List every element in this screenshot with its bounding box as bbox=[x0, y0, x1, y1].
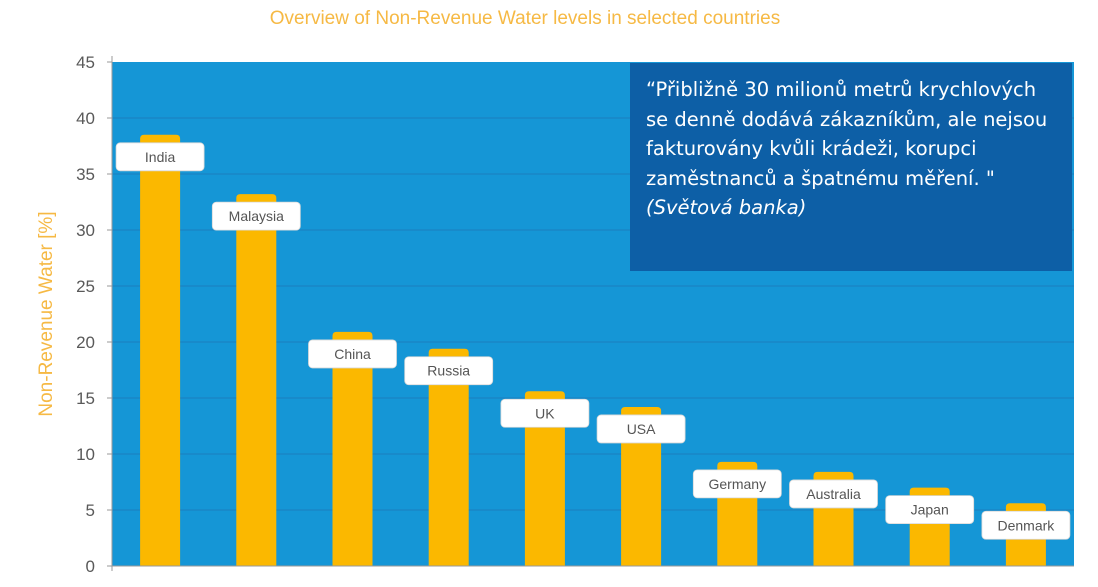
quote-source: (Světová banka) bbox=[646, 196, 807, 219]
bar-label: Malaysia bbox=[229, 208, 284, 224]
bar-china bbox=[332, 331, 373, 566]
bar-label: Australia bbox=[806, 486, 861, 502]
bar-label: China bbox=[334, 346, 371, 362]
y-tick-label: 15 bbox=[76, 389, 95, 408]
bar-label: UK bbox=[535, 405, 555, 421]
bar-malaysia bbox=[236, 194, 277, 566]
y-tick-label: 20 bbox=[76, 333, 95, 352]
bar-label-box bbox=[789, 479, 878, 509]
bar-label-box bbox=[981, 510, 1071, 540]
bar-labels: India Malaysia China Russia UK USA Germany Aust… bbox=[115, 142, 1071, 540]
bar-label-box bbox=[885, 495, 975, 525]
y-tick-label: 25 bbox=[76, 277, 95, 296]
quote-box: “Přibližně 30 milionů metrů krychlových … bbox=[630, 63, 1072, 271]
bar-label: India bbox=[145, 149, 176, 165]
bar-label-box bbox=[500, 398, 590, 428]
bar-label: Germany bbox=[709, 476, 767, 492]
bar-label-box bbox=[596, 414, 686, 444]
bar-label-box bbox=[404, 356, 494, 386]
bar-india bbox=[140, 134, 181, 567]
chart-title: Overview of Non-Revenue Water levels in … bbox=[270, 8, 780, 29]
y-axis-label: Non-Revenue Water [%] bbox=[36, 211, 57, 416]
bar-label-box bbox=[211, 201, 301, 231]
bar-label-box bbox=[115, 142, 205, 172]
y-tick-label: 30 bbox=[76, 221, 95, 240]
bar-label: Denmark bbox=[998, 517, 1056, 533]
bar-uk bbox=[524, 391, 565, 566]
y-tick-label: 45 bbox=[76, 53, 95, 72]
y-tick-label: 5 bbox=[86, 501, 95, 520]
bar-label-box bbox=[308, 339, 397, 369]
bar-label-box bbox=[692, 469, 782, 499]
y-tick-label: 40 bbox=[76, 109, 95, 128]
y-tick-label: 35 bbox=[76, 165, 95, 184]
bar-label: Japan bbox=[911, 502, 949, 518]
quote-text: “Přibližně 30 milionů metrů krychlových … bbox=[646, 78, 1048, 190]
y-axis-ticks: 0 5 10 15 20 25 30 35 40 45 bbox=[76, 53, 112, 576]
bar-label: USA bbox=[627, 421, 656, 437]
bar-russia bbox=[428, 348, 469, 566]
y-tick-label: 0 bbox=[86, 557, 95, 576]
bar-label: Russia bbox=[427, 363, 470, 379]
bar-usa bbox=[621, 406, 662, 566]
y-tick-label: 10 bbox=[76, 445, 95, 464]
